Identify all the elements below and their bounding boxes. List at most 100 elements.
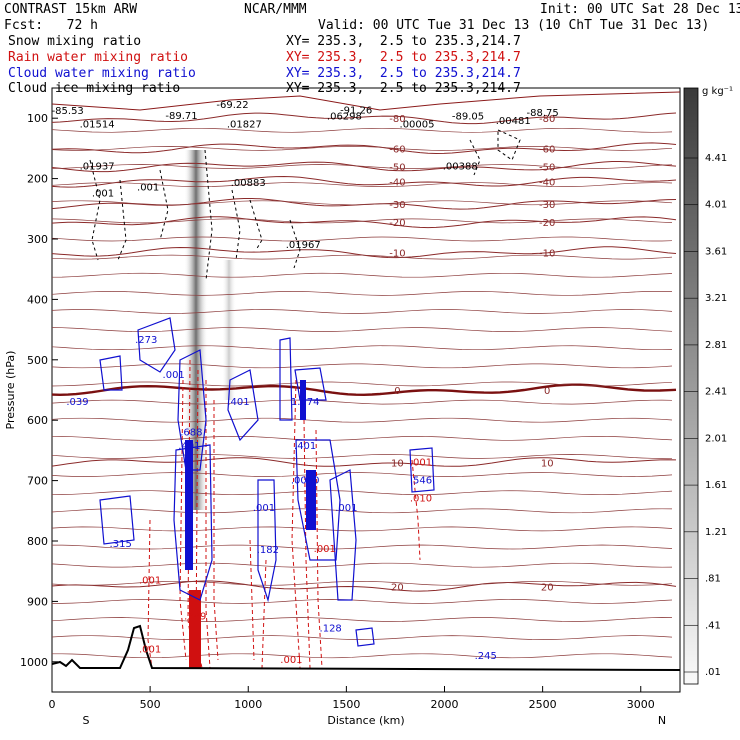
isotherm-minor-line — [51, 472, 673, 477]
isotherm-line — [51, 142, 677, 155]
y-tick-label: 100 — [27, 112, 48, 125]
colorbar-label: 2.41 — [705, 387, 727, 398]
contour-value-label: .401 — [178, 441, 200, 452]
isotherm-minor-line — [51, 454, 673, 459]
distance-axis: 0 500 1000 1500 2000 2500 3000 — [49, 686, 655, 711]
contour-value-label: .401 — [227, 397, 249, 408]
contour-value-label: .128 — [320, 624, 342, 635]
isotherm-label: 20 — [541, 582, 554, 593]
colorbar-ramp — [683, 87, 699, 685]
field-xy-snow: XY= 235.3, 2.5 to 235.3,214.7 — [286, 34, 521, 49]
isotherm-minor-line — [51, 218, 673, 224]
isotherm-label: -30 — [539, 200, 555, 211]
isotherm-minor-line — [51, 272, 673, 278]
contour-value-label: 1.074 — [291, 397, 320, 408]
isotherm-minor-line — [51, 291, 673, 296]
contour-value-label: .01514 — [80, 119, 115, 130]
y-axis-title: Pressure (hPa) — [4, 351, 17, 430]
institution-label: NCAR/MMM — [244, 2, 307, 17]
colorbar-label: .41 — [705, 620, 721, 631]
isotherm-minor-line — [51, 580, 673, 586]
contour-value-label: .546 — [410, 476, 432, 487]
x-tick-label: 3000 — [627, 698, 655, 711]
isotherm-minor-line — [52, 544, 673, 550]
isotherm-line — [51, 161, 677, 173]
model-title: CONTRAST 15km ARW — [4, 2, 138, 17]
colorbar-label: .01 — [705, 667, 721, 678]
y-tick-label: 600 — [27, 414, 48, 427]
isotherm-label: -20 — [539, 218, 555, 229]
colorbar-label: 4.41 — [705, 153, 727, 164]
x-tick-label: 2500 — [529, 698, 557, 711]
contour-value-label: .688 — [180, 427, 202, 438]
x-tick-label: 2000 — [431, 698, 459, 711]
contour-value-label: .00388 — [443, 162, 478, 173]
contour-value-label: .00481 — [496, 116, 531, 127]
x-axis-right-end: N — [658, 714, 666, 727]
colorbar-label: 3.21 — [705, 293, 727, 304]
tropopause-ice-line — [51, 91, 681, 111]
field-xy-rain: XY= 235.3, 2.5 to 235.3,214.7 — [286, 50, 521, 65]
cloud-water-contours — [99, 317, 435, 647]
isotherm-minor-line — [51, 635, 673, 640]
isotherm-minor-line — [51, 617, 673, 622]
terrain-profile — [51, 624, 681, 671]
isotherm-label: 0 — [394, 386, 400, 397]
contour-value-label: .273 — [135, 335, 157, 346]
colorbar-label: 1.21 — [705, 527, 727, 538]
isotherm-label: 10 — [541, 458, 554, 469]
colorbar: g kg⁻¹ 4.41 4.01 3.61 3.21 2.81 2.41 2.01 1.61 1… — [683, 86, 733, 685]
isotherm-label: 0 — [544, 386, 550, 397]
contour-value-label: -85.53 — [52, 106, 84, 117]
contour-value-label: -69.22 — [216, 100, 248, 111]
isotherm-label: -60 — [389, 144, 405, 155]
y-tick-label: 300 — [27, 233, 48, 246]
isotherm-label: -80 — [389, 114, 405, 125]
x-tick-label: 1000 — [234, 698, 262, 711]
contour-value-label: .001 — [92, 189, 114, 200]
isotherm-label: 20 — [391, 582, 404, 593]
isotherm-minor-line — [51, 508, 673, 514]
field-name-snow: Snow mixing ratio — [8, 34, 142, 49]
isotherm-minor-line — [51, 200, 673, 206]
isotherm-minor-line — [52, 599, 673, 604]
y-tick-label: 700 — [27, 475, 48, 488]
colorbar-label: 3.61 — [705, 246, 727, 257]
contour-value-label: .315 — [110, 539, 132, 550]
contour-value-label: .0030 — [291, 476, 320, 487]
contour-value-label: .001 — [139, 575, 161, 586]
temperature-contours: -80 -80-60 -60-50 -50-40 -40-30 -30-20 -20-10-… — [51, 112, 677, 659]
contour-value-label: .001 — [314, 544, 336, 555]
colorbar-label: 4.01 — [705, 200, 727, 211]
forecast-hour: Fcst: 72 h — [4, 18, 98, 33]
isotherm-label: -10 — [539, 248, 555, 259]
contour-value-label: .401 — [294, 441, 316, 452]
isotherm-minor-line — [51, 562, 673, 568]
cloud-ice-contours — [89, 129, 521, 281]
isotherm-line — [51, 383, 677, 397]
contour-value-label: .001 — [163, 370, 185, 381]
isotherm-label: -20 — [389, 218, 405, 229]
isotherm-label: -10 — [389, 248, 405, 259]
isotherm-minor-line — [51, 417, 673, 423]
isotherm-line — [51, 580, 677, 592]
field-xy-cloudwater: XY= 235.3, 2.5 to 235.3,214.7 — [286, 66, 521, 81]
isotherm-minor-line — [51, 309, 673, 314]
isotherm-minor-line — [51, 490, 673, 496]
contour-value-label: .039 — [66, 397, 88, 408]
contour-value-label: -89.71 — [165, 111, 197, 122]
isotherm-minor-line — [51, 363, 673, 369]
y-tick-label: 400 — [27, 293, 48, 306]
isotherm-line — [51, 216, 677, 229]
isotherm-minor-line — [51, 236, 673, 242]
contour-value-label: .00005 — [400, 119, 435, 130]
contour-value-label: .01967 — [286, 240, 321, 251]
rain-heavy-blocks — [189, 590, 201, 668]
isotherm-minor-line — [51, 399, 673, 405]
cloud-water-dense — [185, 380, 316, 570]
colorbar-label: .81 — [705, 574, 721, 585]
isotherm-minor-line — [51, 345, 673, 351]
contour-value-label: -88.75 — [527, 108, 559, 119]
y-tick-label: 500 — [27, 354, 48, 367]
